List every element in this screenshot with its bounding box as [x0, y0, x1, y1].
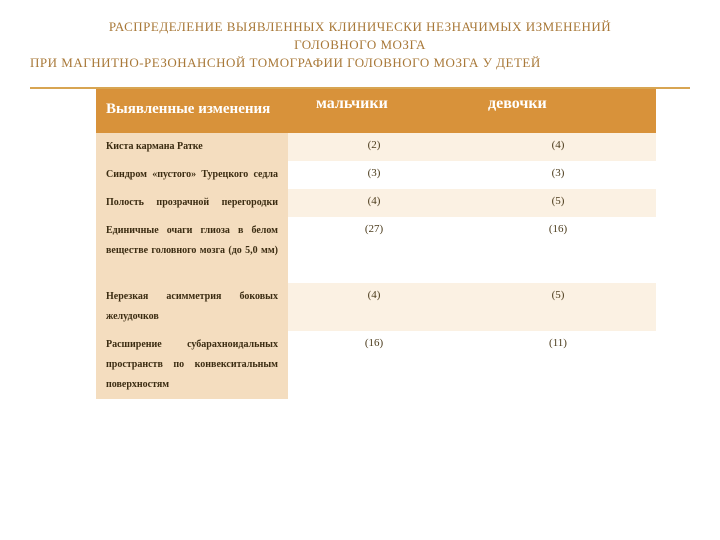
slide: РАСПРЕДЕЛЕНИЕ ВЫЯВЛЕННЫХ КЛИНИЧЕСКИ НЕЗН…: [0, 0, 720, 540]
row-girls: (5): [460, 189, 656, 217]
findings-table: Выявленные изменения мальчики девочки Ки…: [96, 89, 656, 400]
row-name: Полость прозрачной перегородки: [96, 189, 288, 217]
row-girls: (3): [460, 161, 656, 189]
table-row: Полость прозрачной перегородки (4) (5): [96, 189, 656, 217]
row-boys: (4): [288, 283, 460, 331]
row-name: Нерезкая асимметрия боковых желудочков: [96, 283, 288, 331]
row-boys: (16): [288, 331, 460, 399]
table-row: Расширение субарахноидальных пространств…: [96, 331, 656, 399]
slide-title: РАСПРЕДЕЛЕНИЕ ВЫЯВЛЕННЫХ КЛИНИЧЕСКИ НЕЗН…: [30, 18, 690, 73]
row-girls: (4): [460, 133, 656, 161]
row-boys: (27): [288, 217, 460, 283]
title-line-2: ГОЛОВНОГО МОЗГА: [294, 37, 426, 52]
table-body: Киста кармана Ратке (2) (4) Синдром «пус…: [96, 133, 656, 399]
table-row: Киста кармана Ратке (2) (4): [96, 133, 656, 161]
row-name: Расширение субарахноидальных пространств…: [96, 331, 288, 399]
title-line-1: РАСПРЕДЕЛЕНИЕ ВЫЯВЛЕННЫХ КЛИНИЧЕСКИ НЕЗН…: [109, 19, 611, 34]
table-header-row: Выявленные изменения мальчики девочки: [96, 89, 656, 134]
table-row: Единичные очаги глиоза в белом веществе …: [96, 217, 656, 283]
table-row: Синдром «пустого» Турецкого седла (3) (3…: [96, 161, 656, 189]
row-name: Киста кармана Ратке: [96, 133, 288, 161]
row-boys: (4): [288, 189, 460, 217]
col-header-girls: девочки: [460, 89, 656, 134]
row-name: Единичные очаги глиоза в белом веществе …: [96, 217, 288, 283]
title-line-3: ПРИ МАГНИТНО-РЕЗОНАНСНОЙ ТОМОГРАФИИ ГОЛО…: [30, 54, 690, 72]
row-girls: (11): [460, 331, 656, 399]
col-header-boys: мальчики: [288, 89, 460, 134]
row-name: Синдром «пустого» Турецкого седла: [96, 161, 288, 189]
table-row: Нерезкая асимметрия боковых желудочков (…: [96, 283, 656, 331]
row-boys: (3): [288, 161, 460, 189]
row-girls: (5): [460, 283, 656, 331]
col-header-findings: Выявленные изменения: [96, 89, 288, 134]
row-girls: (16): [460, 217, 656, 283]
row-boys: (2): [288, 133, 460, 161]
